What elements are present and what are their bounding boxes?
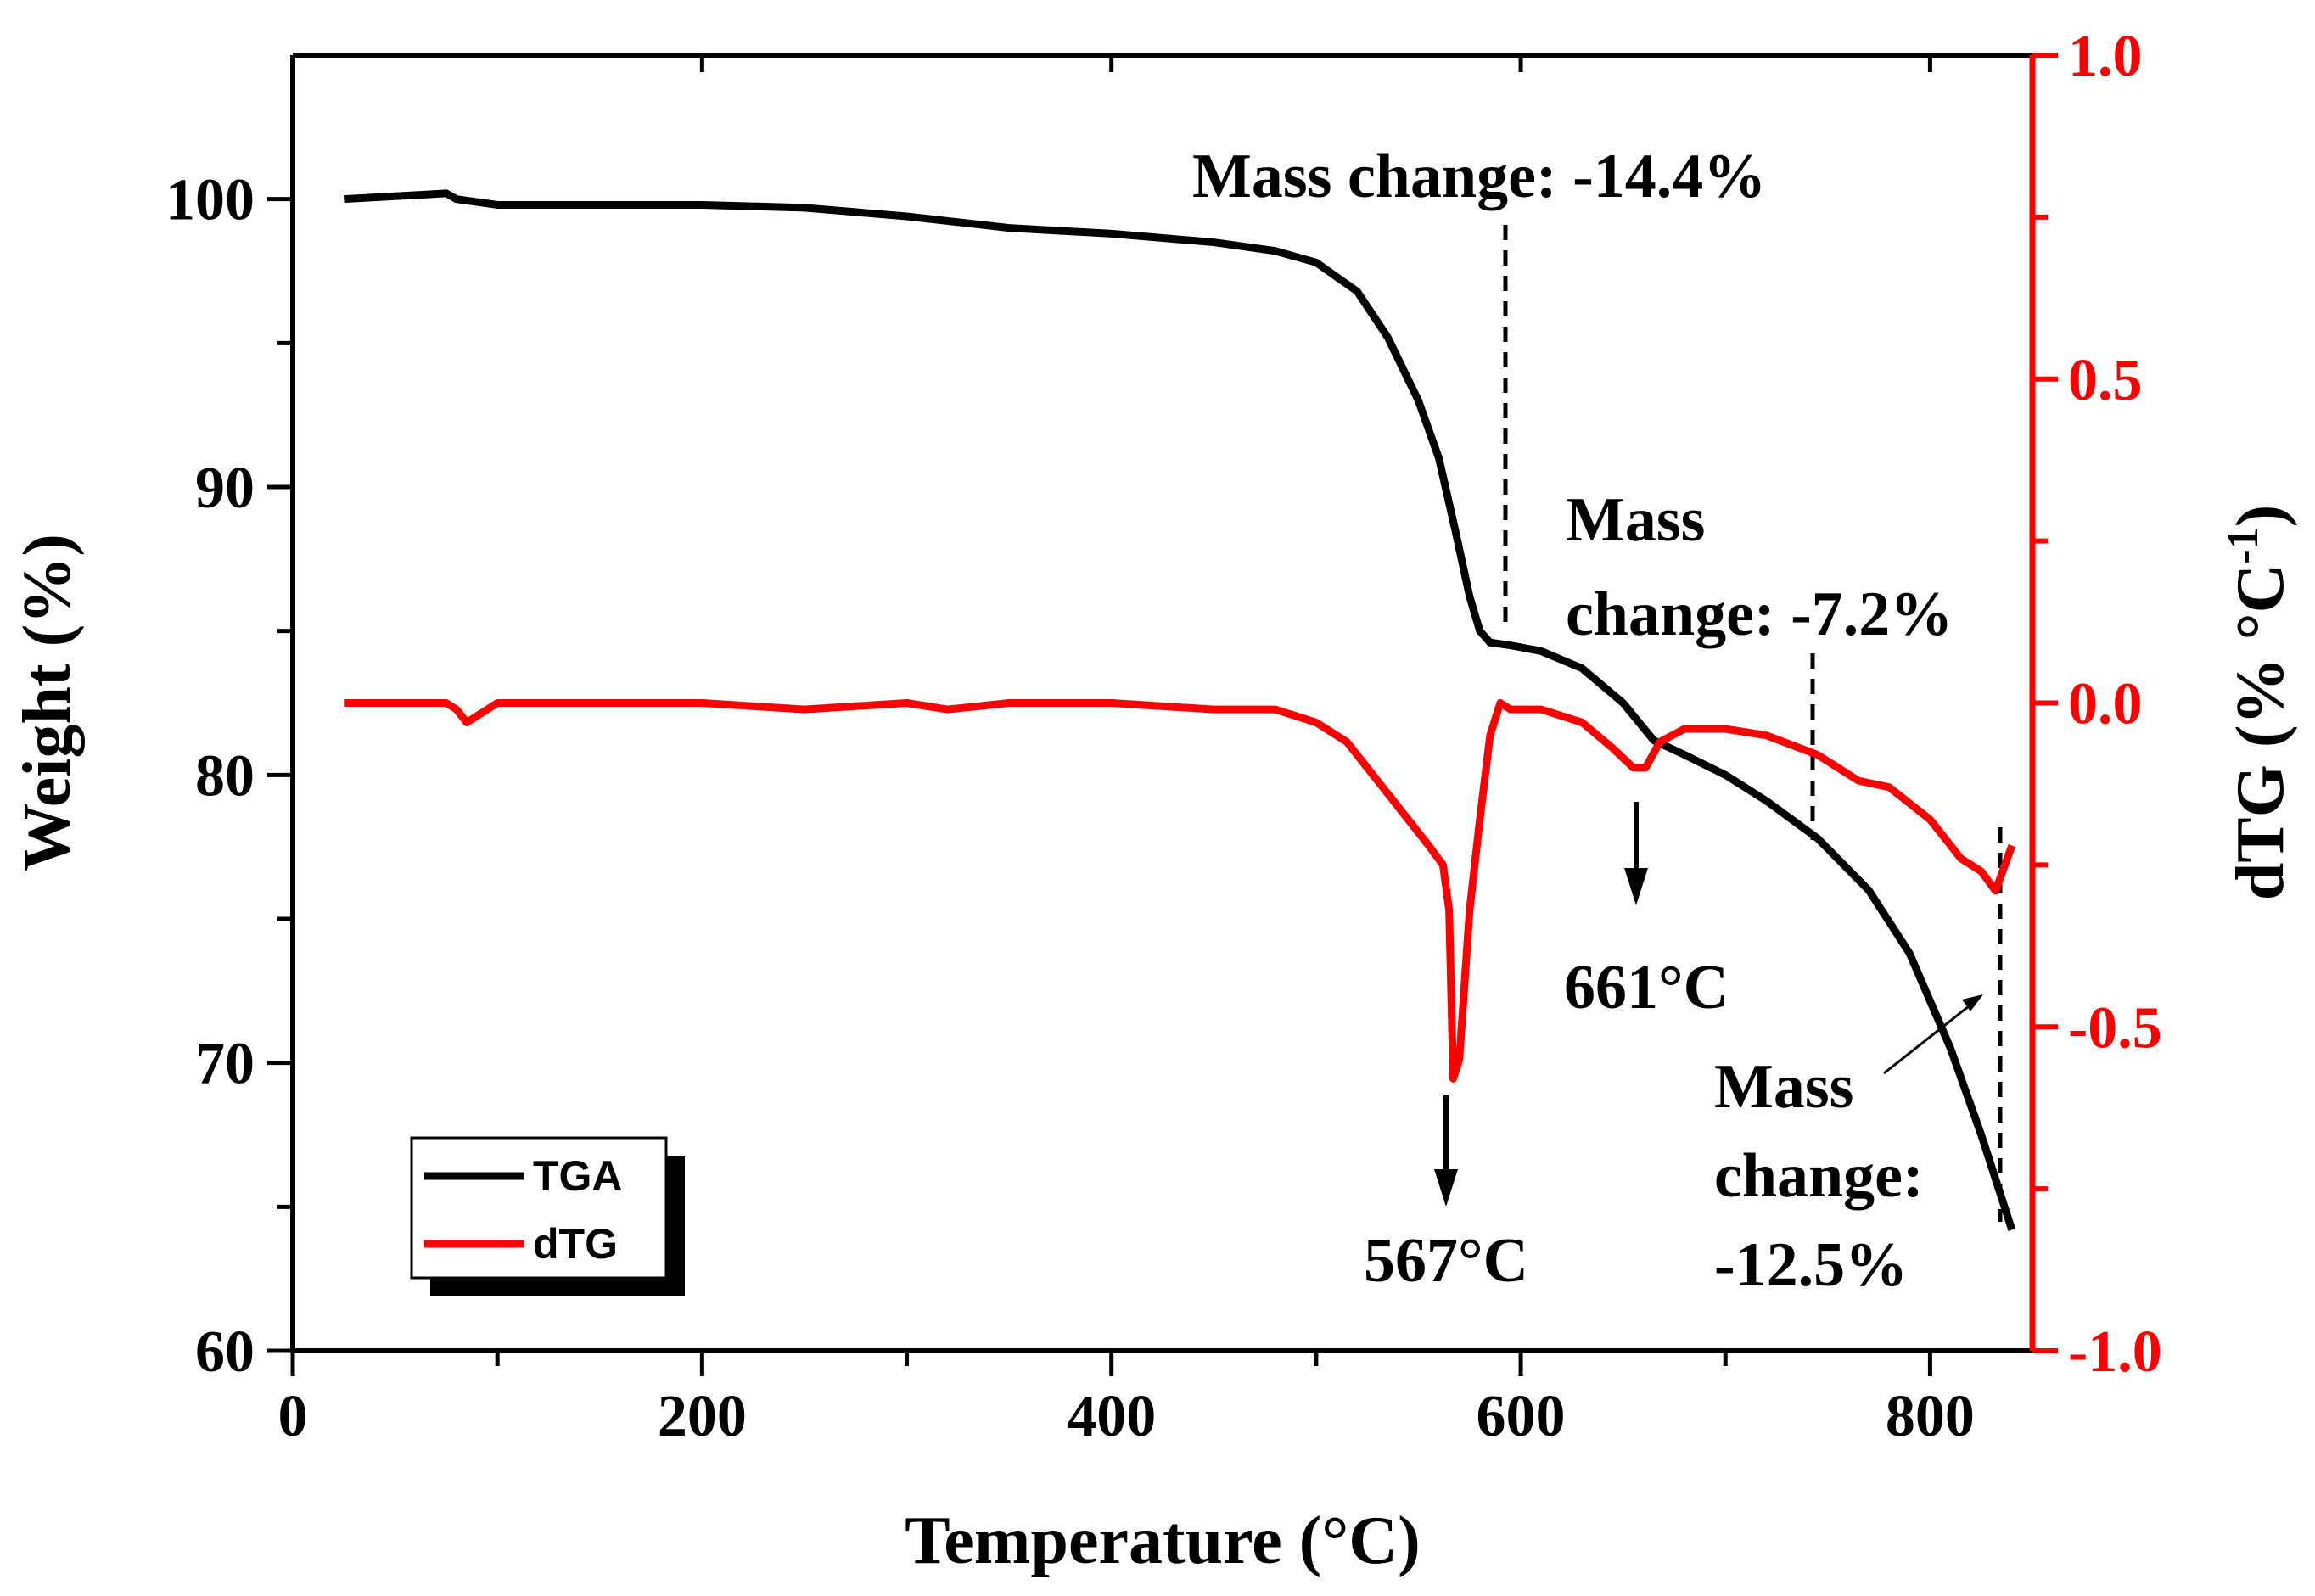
- y-axis-right-title-main: dTG (% °C: [2223, 564, 2298, 900]
- tick-labels-group: 0 200 400 600 800 60 70 80 90 100 -1.0 -0.5 0.0 0.5 1.…: [165, 24, 2162, 1449]
- tga-series-line: [344, 189, 2016, 1231]
- mass3-annotation-line1: Mass: [1714, 1052, 1853, 1122]
- x-tick-label: 800: [1886, 1384, 1975, 1449]
- x-tick-label: 600: [1477, 1384, 1566, 1449]
- dtg-series-line: [344, 699, 2016, 1083]
- y-left-tick-label: 100: [165, 168, 255, 233]
- mass1-annotation: Mass change: -14.4%: [1192, 142, 1766, 211]
- y-right-tick-label: 1.0: [2068, 24, 2143, 89]
- y-axis-right-title-sup: -1: [2219, 527, 2267, 563]
- mass3-pointer-arrow: [1883, 994, 1983, 1075]
- legend-label-tga: TGA: [533, 1152, 623, 1200]
- peak2-label: 661°C: [1564, 953, 1729, 1022]
- mass3-annotation-line2: change:: [1714, 1141, 1924, 1211]
- legend-label-dtg: dTG: [533, 1220, 618, 1268]
- y-left-tick-label: 80: [195, 743, 255, 809]
- x-tick-label: 0: [278, 1384, 308, 1449]
- y-left-tick-label: 60: [195, 1319, 255, 1385]
- mass2-annotation-line1: Mass: [1566, 485, 1705, 555]
- y-left-tick-label: 70: [195, 1032, 255, 1097]
- y-axis-right-title-close: ): [2223, 505, 2298, 528]
- peak1-arrow: [1434, 1095, 1458, 1207]
- x-tick-label: 400: [1067, 1384, 1156, 1449]
- x-axis-title: Temperature (°C): [905, 1504, 1420, 1578]
- y-axis-right-title: dTG (% °C-1): [2219, 505, 2298, 900]
- legend: TGA dTG: [410, 1136, 685, 1296]
- peak2-arrow: [1624, 802, 1648, 905]
- y-axis-left-title: Weight (%): [10, 534, 85, 871]
- mass3-annotation-line3: -12.5%: [1714, 1230, 1908, 1300]
- y-right-tick-label: 0.5: [2068, 348, 2143, 413]
- x-tick-label: 200: [658, 1384, 747, 1449]
- peak1-label: 567°C: [1364, 1226, 1528, 1296]
- y-right-tick-label: -0.5: [2068, 995, 2162, 1061]
- mass2-annotation-line2: change: -7.2%: [1566, 580, 1953, 649]
- y-right-tick-label: -1.0: [2068, 1319, 2162, 1385]
- legend-box: [410, 1136, 668, 1280]
- y-left-tick-label: 90: [195, 456, 255, 521]
- y-right-tick-label: 0.0: [2068, 672, 2143, 737]
- ticks-group: [267, 53, 2058, 1376]
